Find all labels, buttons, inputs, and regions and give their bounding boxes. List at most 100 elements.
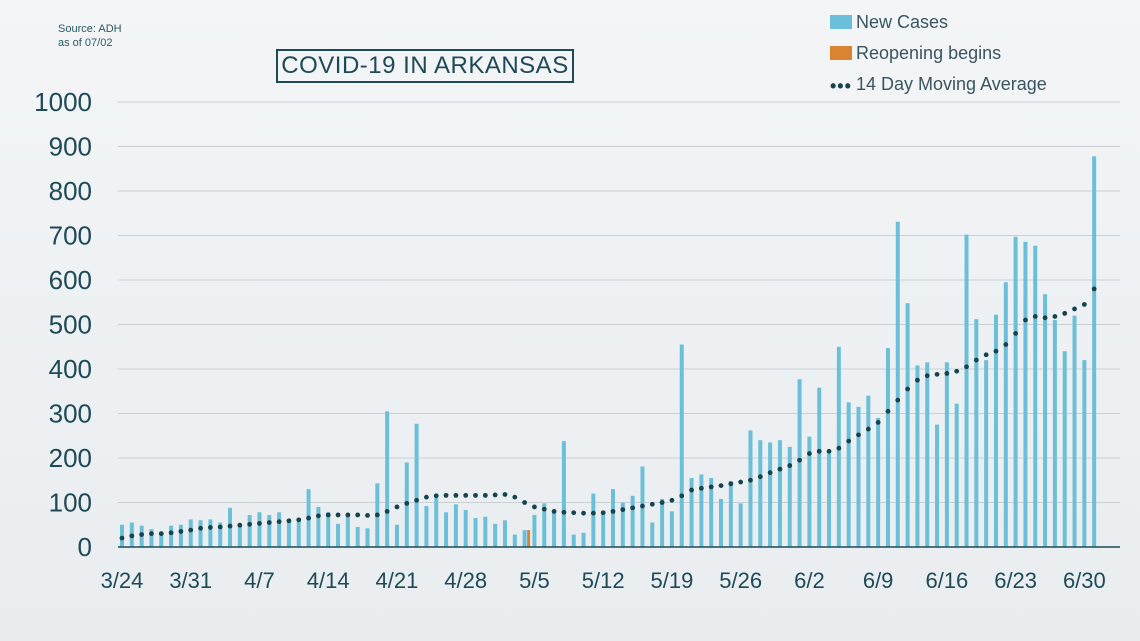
moving-average-point [689, 487, 694, 493]
bar [797, 379, 802, 547]
bar [807, 436, 812, 547]
bar [394, 524, 399, 547]
moving-average-point [1072, 306, 1077, 312]
moving-average-point [757, 474, 763, 480]
moving-average-point [924, 373, 930, 379]
source-note: Source: ADH as of 07/02 [58, 22, 122, 50]
bar [679, 344, 684, 547]
bar [286, 520, 291, 547]
moving-average-point [316, 513, 321, 519]
bar [1062, 351, 1067, 547]
bar [630, 495, 635, 547]
moving-average-point [541, 506, 547, 512]
bar [237, 524, 242, 547]
bar [856, 406, 861, 547]
moving-average-point [492, 492, 498, 498]
moving-average-point [149, 531, 154, 537]
moving-average-point [561, 509, 567, 515]
bar [257, 512, 262, 547]
bar [827, 453, 832, 547]
moving-average-point [856, 432, 861, 438]
bar [385, 411, 390, 547]
bar [581, 532, 586, 547]
bar [355, 526, 360, 547]
moving-average-point [227, 523, 233, 529]
moving-average-point [247, 521, 253, 527]
moving-average-point [453, 492, 459, 498]
moving-average-point [748, 477, 753, 483]
moving-average-point [797, 457, 802, 463]
bar [473, 518, 478, 547]
moving-average-point [207, 525, 213, 530]
moving-average-point [296, 517, 302, 523]
moving-average-point [836, 445, 842, 451]
moving-average-point [394, 504, 400, 510]
bar [954, 403, 959, 547]
moving-average-point [581, 510, 586, 516]
bar [935, 424, 940, 547]
moving-average-point [993, 348, 999, 354]
moving-average-point [178, 529, 184, 534]
x-tick-label: 4/21 [376, 568, 419, 593]
bar [424, 506, 429, 547]
y-tick-label: 900 [49, 132, 92, 162]
dotted-line-icon: ••• [830, 76, 852, 96]
moving-average-point [1091, 286, 1097, 292]
bar [326, 512, 331, 547]
bar [1033, 245, 1038, 548]
x-tick-label: 6/23 [994, 568, 1037, 593]
x-tick-label: 6/30 [1063, 568, 1106, 593]
moving-average-point [306, 515, 311, 521]
bar [620, 502, 625, 547]
x-tick-label: 5/19 [651, 568, 694, 593]
moving-average-point [463, 492, 469, 498]
moving-average-point [787, 463, 793, 468]
bar [709, 478, 714, 547]
moving-average-point [895, 397, 901, 403]
moving-average-point [1062, 310, 1068, 316]
moving-average-point [590, 510, 596, 516]
chart-title: COVID-19 IN ARKANSAS [276, 49, 574, 83]
new-cases-swatch [830, 15, 852, 29]
moving-average-point [237, 522, 243, 528]
x-tick-label: 3/31 [169, 568, 212, 593]
moving-average-point [728, 481, 734, 487]
bar [925, 362, 930, 547]
bar [905, 303, 910, 547]
bar [728, 481, 733, 547]
moving-average-point [443, 492, 449, 498]
bar [748, 430, 753, 547]
bar [669, 511, 674, 547]
y-tick-label: 500 [49, 310, 92, 340]
bar [296, 521, 301, 547]
moving-average-point [738, 479, 744, 485]
moving-average-point [767, 470, 773, 476]
bar [159, 531, 164, 547]
legend-label-reopening: Reopening begins [856, 43, 1002, 63]
moving-average-point [335, 512, 341, 518]
legend-label-moving-average: 14 Day Moving Average [856, 74, 1047, 94]
moving-average-point [512, 494, 518, 500]
moving-average-point [266, 520, 272, 525]
moving-average-point [198, 525, 203, 531]
moving-average-point [954, 368, 960, 374]
moving-average-point [708, 484, 714, 490]
bar [1003, 282, 1008, 547]
bar [1072, 315, 1077, 547]
bar [895, 221, 900, 547]
bar [414, 423, 419, 547]
y-tick-label: 700 [49, 221, 92, 251]
moving-average-point [934, 371, 940, 377]
moving-average-point [276, 519, 282, 525]
moving-average-point [964, 364, 969, 370]
x-tick-label: 6/9 [863, 568, 894, 593]
moving-average-point [551, 509, 557, 514]
bar [738, 503, 743, 547]
moving-average-point [482, 492, 488, 498]
x-tick-label: 4/14 [307, 568, 350, 593]
bar [885, 348, 890, 547]
moving-average-point [944, 371, 950, 376]
bar [1092, 156, 1097, 548]
bar [1023, 241, 1028, 548]
bar [611, 489, 615, 547]
